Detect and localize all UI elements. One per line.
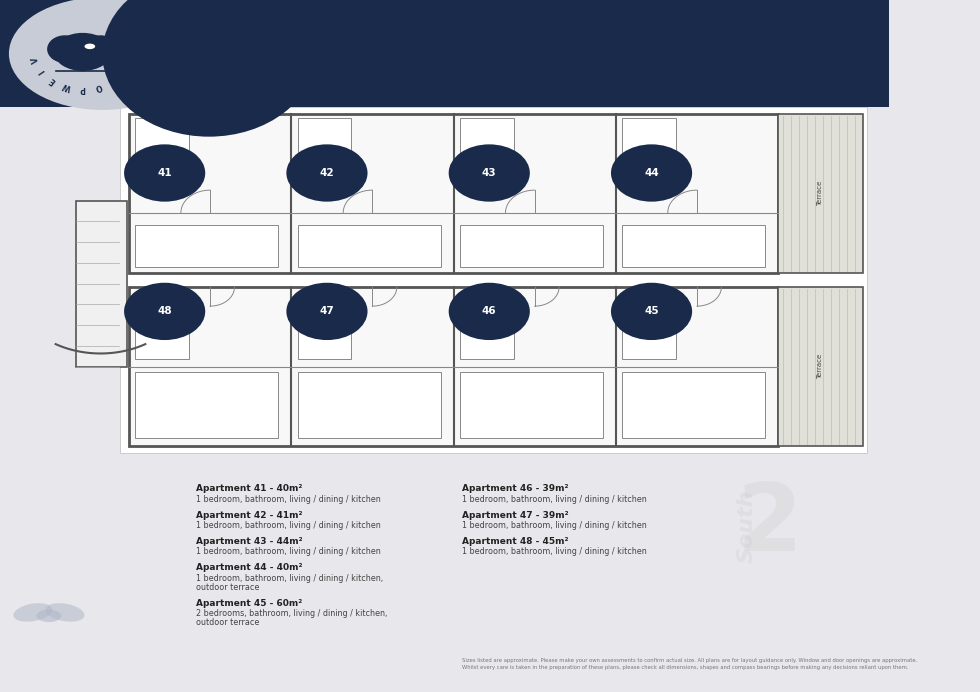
Text: 43: 43 (482, 168, 497, 178)
Text: 45: 45 (644, 307, 659, 316)
Ellipse shape (611, 145, 692, 201)
Text: 46: 46 (482, 307, 497, 316)
FancyBboxPatch shape (460, 308, 514, 359)
Circle shape (102, 0, 316, 137)
Text: V: V (30, 56, 40, 64)
Text: 1 bedroom, bathroom, living / dining / kitchen: 1 bedroom, bathroom, living / dining / k… (196, 547, 380, 556)
Text: I: I (37, 68, 47, 75)
Text: Apartment 47 - 39m²: Apartment 47 - 39m² (463, 511, 569, 520)
Ellipse shape (47, 35, 82, 63)
Ellipse shape (124, 283, 205, 340)
Text: 1 bedroom, bathroom, living / dining / kitchen: 1 bedroom, bathroom, living / dining / k… (196, 521, 380, 530)
Polygon shape (79, 61, 86, 71)
FancyBboxPatch shape (0, 0, 889, 107)
Text: outdoor terrace: outdoor terrace (196, 618, 259, 627)
Text: O: O (94, 81, 103, 92)
Text: E: E (48, 75, 58, 86)
Ellipse shape (286, 145, 368, 201)
FancyBboxPatch shape (129, 287, 778, 446)
FancyBboxPatch shape (135, 225, 278, 267)
Text: 48: 48 (158, 307, 172, 316)
FancyBboxPatch shape (460, 372, 603, 439)
FancyBboxPatch shape (298, 308, 351, 359)
Text: Apartment 46 - 39m²: Apartment 46 - 39m² (463, 484, 569, 493)
Text: Terrace: Terrace (817, 354, 823, 379)
Text: Apartment 48 - 45m²: Apartment 48 - 45m² (463, 537, 569, 546)
Ellipse shape (449, 145, 530, 201)
Text: 2: 2 (736, 479, 803, 571)
FancyBboxPatch shape (121, 107, 867, 453)
FancyBboxPatch shape (135, 118, 189, 160)
Text: I: I (109, 76, 117, 85)
Text: Apartment 43 - 44m²: Apartment 43 - 44m² (196, 537, 302, 546)
Text: Apartment 42 - 41m²: Apartment 42 - 41m² (196, 511, 302, 520)
Text: 2 bedrooms, bathroom, living / dining / kitchen,: 2 bedrooms, bathroom, living / dining / … (196, 609, 387, 618)
Text: P: P (79, 84, 85, 93)
Ellipse shape (449, 283, 530, 340)
FancyBboxPatch shape (298, 118, 351, 160)
Text: South: South (737, 489, 757, 563)
Ellipse shape (124, 145, 205, 201)
Text: W: W (62, 81, 73, 92)
Text: 41: 41 (158, 168, 172, 178)
Text: 1 bedroom, bathroom, living / dining / kitchen: 1 bedroom, bathroom, living / dining / k… (196, 495, 380, 504)
Ellipse shape (14, 603, 53, 621)
Ellipse shape (82, 35, 119, 63)
Text: outdoor terrace: outdoor terrace (196, 583, 259, 592)
Text: 44: 44 (644, 168, 659, 178)
FancyBboxPatch shape (622, 225, 765, 267)
Text: 47: 47 (319, 307, 334, 316)
FancyBboxPatch shape (778, 287, 862, 446)
Text: N: N (118, 66, 129, 77)
FancyBboxPatch shape (622, 372, 765, 439)
Ellipse shape (36, 610, 62, 622)
FancyBboxPatch shape (135, 372, 278, 439)
Ellipse shape (9, 0, 196, 110)
Ellipse shape (45, 603, 84, 621)
FancyBboxPatch shape (75, 201, 127, 367)
Text: Apartment 44 - 40m²: Apartment 44 - 40m² (196, 563, 302, 572)
Text: Sizes listed are approximate. Please make your own assessments to confirm actual: Sizes listed are approximate. Please mak… (463, 658, 917, 670)
Ellipse shape (84, 44, 95, 49)
FancyBboxPatch shape (622, 118, 676, 160)
Text: Terrace: Terrace (817, 181, 823, 206)
Text: 1 bedroom, bathroom, living / dining / kitchen,: 1 bedroom, bathroom, living / dining / k… (196, 574, 383, 583)
FancyBboxPatch shape (460, 118, 514, 160)
FancyBboxPatch shape (135, 308, 189, 359)
Text: T: T (124, 57, 135, 64)
Text: Apartment 45 - 60m²: Apartment 45 - 60m² (196, 599, 302, 608)
Ellipse shape (54, 33, 112, 71)
FancyBboxPatch shape (622, 308, 676, 359)
FancyBboxPatch shape (778, 114, 862, 273)
FancyBboxPatch shape (129, 114, 778, 273)
Text: 42: 42 (319, 168, 334, 178)
FancyBboxPatch shape (298, 225, 441, 267)
Ellipse shape (611, 283, 692, 340)
Text: Apartment 41 - 40m²: Apartment 41 - 40m² (196, 484, 302, 493)
Text: 1 bedroom, bathroom, living / dining / kitchen: 1 bedroom, bathroom, living / dining / k… (463, 495, 647, 504)
FancyBboxPatch shape (460, 225, 603, 267)
Ellipse shape (286, 283, 368, 340)
Text: 1 bedroom, bathroom, living / dining / kitchen: 1 bedroom, bathroom, living / dining / k… (463, 521, 647, 530)
FancyBboxPatch shape (298, 372, 441, 439)
Text: 1 bedroom, bathroom, living / dining / kitchen: 1 bedroom, bathroom, living / dining / k… (463, 547, 647, 556)
